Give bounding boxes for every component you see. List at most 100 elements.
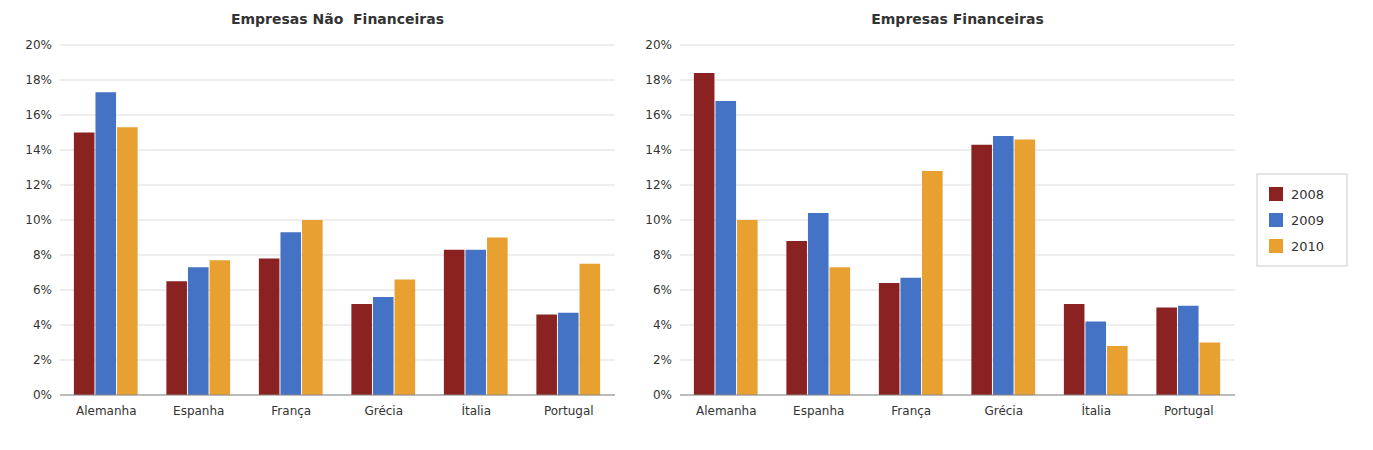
bar — [166, 281, 187, 395]
y-tick-label: 4% — [653, 318, 672, 332]
bar — [210, 260, 231, 395]
grid-line — [680, 395, 1235, 396]
y-tick-label: 2% — [33, 353, 52, 367]
x-tick-label: França — [271, 404, 311, 418]
grid-line — [60, 220, 615, 221]
grid-line — [60, 45, 615, 46]
x-tick-label: França — [891, 404, 931, 418]
bar — [900, 278, 921, 395]
grid-line — [60, 150, 615, 151]
x-tick-label: Portugal — [544, 404, 594, 418]
legend-swatch — [1269, 187, 1283, 201]
y-tick-label: 16% — [25, 108, 52, 122]
bar — [580, 264, 601, 395]
x-tick-label: Alemanha — [76, 404, 137, 418]
grid-line — [680, 185, 1235, 186]
x-tick-label: Ítalia — [461, 403, 491, 418]
grid-line — [60, 115, 615, 116]
bar — [536, 315, 557, 396]
grid-line — [60, 360, 615, 361]
y-tick-label: 20% — [645, 38, 672, 52]
grid-line — [680, 150, 1235, 151]
legend-frame — [1257, 174, 1347, 266]
chart-title: Empresas Não Financeiras — [231, 11, 444, 27]
chart-panel: Empresas Não Financeiras0%2%4%6%8%10%12%… — [25, 11, 615, 418]
chart-title: Empresas Financeiras — [871, 11, 1044, 27]
bar — [971, 145, 992, 395]
y-tick-label: 12% — [645, 178, 672, 192]
bar — [117, 127, 138, 395]
bar — [1107, 346, 1128, 395]
bar — [879, 283, 900, 395]
grid-line — [60, 290, 615, 291]
y-tick-label: 16% — [645, 108, 672, 122]
legend: 2008 2009 2010 — [1257, 174, 1347, 266]
bar — [1156, 308, 1177, 396]
y-tick-label: 6% — [33, 283, 52, 297]
y-tick-label: 10% — [25, 213, 52, 227]
bar — [694, 73, 715, 395]
chart-figure: Empresas Não Financeiras 0% 2% 4% 6% 8% 10% 12%… — [0, 0, 1373, 450]
bar — [558, 313, 579, 395]
grid-line — [680, 115, 1235, 116]
x-tick-label: Grécia — [984, 404, 1023, 418]
x-tick-label: Grécia — [364, 404, 403, 418]
y-tick-label: 0% — [33, 388, 52, 402]
y-tick-label: 0% — [653, 388, 672, 402]
bar — [1015, 140, 1036, 396]
x-tick-label: Espanha — [173, 404, 224, 418]
legend-swatch — [1269, 213, 1283, 227]
y-tick-label: 6% — [653, 283, 672, 297]
legend-label: 2010 — [1291, 239, 1324, 254]
grid-line — [680, 290, 1235, 291]
y-tick-label: 12% — [25, 178, 52, 192]
bars — [74, 92, 600, 395]
bar — [395, 280, 416, 396]
chart-panel: Empresas Financeiras 0% 2% 4% 6% 8% 10% 12% 14% 1… — [645, 11, 1235, 418]
grid-line — [680, 325, 1235, 326]
y-tick-label: 14% — [645, 143, 672, 157]
bar — [351, 304, 372, 395]
bar — [1064, 304, 1085, 395]
legend-swatch — [1269, 239, 1283, 253]
bar — [188, 267, 209, 395]
legend-label: 2009 — [1291, 213, 1324, 228]
grid-line — [60, 395, 615, 396]
bar — [259, 259, 280, 396]
y-tick-label: 2% — [653, 353, 672, 367]
bars — [694, 73, 1220, 395]
x-axis-line — [680, 395, 1235, 396]
y-tick-label: 14% — [25, 143, 52, 157]
grid-line — [60, 255, 615, 256]
bar — [1200, 343, 1221, 396]
y-tick-label: 8% — [33, 248, 52, 262]
bar — [487, 238, 508, 396]
y-tick-label: 20% — [25, 38, 52, 52]
y-tick-label: 18% — [25, 73, 52, 87]
grid-line — [680, 220, 1235, 221]
bar — [280, 232, 301, 395]
grid-line — [60, 185, 615, 186]
y-tick-label: 18% — [645, 73, 672, 87]
grid-line — [60, 80, 615, 81]
bar — [302, 220, 323, 395]
bar — [715, 101, 736, 395]
grid-line — [680, 360, 1235, 361]
bar — [1085, 322, 1106, 396]
bar — [444, 250, 465, 395]
x-tick-label: Alemanha — [696, 404, 757, 418]
bar — [373, 297, 394, 395]
grid-line — [60, 325, 615, 326]
x-tick-label: Portugal — [1164, 404, 1214, 418]
bar — [808, 213, 829, 395]
y-tick-label: 10% — [645, 213, 672, 227]
bar — [74, 133, 95, 396]
x-tick-label: Ítalia — [1081, 403, 1111, 418]
bar — [786, 241, 807, 395]
bar — [465, 250, 486, 395]
x-tick-label: Espanha — [793, 404, 844, 418]
legend-label: 2008 — [1291, 187, 1324, 202]
y-tick-label: 8% — [653, 248, 672, 262]
grid-line — [680, 45, 1235, 46]
bar — [95, 92, 116, 395]
